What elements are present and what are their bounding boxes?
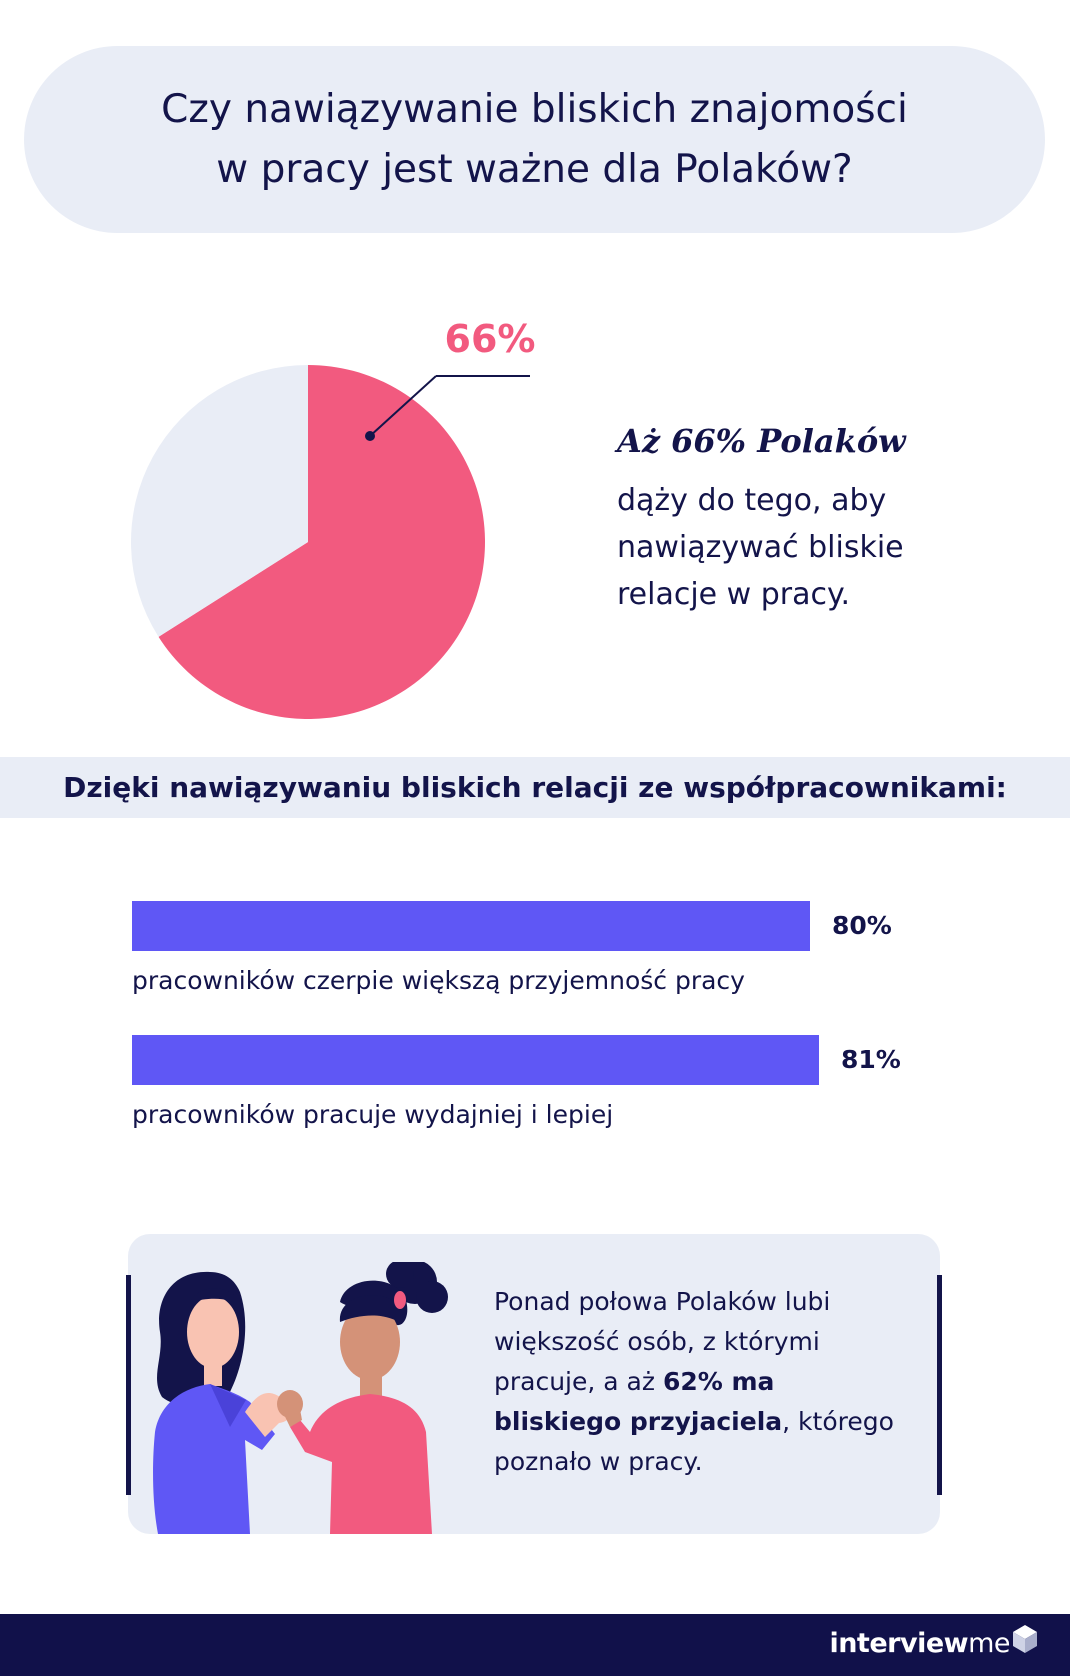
bar-2-label: pracowników pracuje wydajniej i lepiej — [132, 1100, 614, 1129]
card-text-line-3: pracuje, a aż 62% ma — [494, 1362, 894, 1402]
card-text-line-2: większość osób, z którymi — [494, 1327, 820, 1356]
brand-wordmark-light-part: me — [968, 1628, 1010, 1659]
highlight-line-2: nawiązywać bliskie — [617, 530, 904, 565]
woman-right — [277, 1262, 448, 1534]
section-band: Dzięki nawiązywaniu bliskich relacji ze … — [0, 757, 1070, 818]
bar-1 — [132, 901, 810, 951]
card-left-rule — [126, 1275, 131, 1495]
bar-1-value: 80% — [832, 911, 892, 940]
pie-slice-1 — [158, 365, 486, 720]
card-right-rule — [937, 1275, 942, 1495]
title-banner: Czy nawiązywanie bliskich znajomości w p… — [24, 46, 1045, 233]
bar-1-label: pracowników czerpie większą przyjemność … — [132, 966, 745, 995]
highlight-heading: Aż 66% Polaków — [617, 422, 906, 460]
friends-illustration — [153, 1262, 448, 1534]
highlight-line-3: relacje w pracy. — [617, 577, 851, 612]
brand-cube-icon — [1013, 1624, 1037, 1653]
card-text-line-4-post: , którego — [782, 1407, 894, 1436]
woman-left — [153, 1271, 292, 1534]
pie-slice-2 — [131, 365, 308, 637]
card-text-line-1: Ponad połowa Polaków lubi — [494, 1287, 831, 1316]
bar-chart-title: Dzięki nawiązywaniu bliskich relacji ze … — [63, 771, 1007, 804]
bar-2-value: 81% — [841, 1045, 901, 1074]
card-text-line-4-bold: bliskiego przyjaciela — [494, 1407, 783, 1436]
pie-callout-label: 66% — [445, 317, 536, 361]
card-text-line-3-pre: pracuje, a aż — [494, 1367, 663, 1396]
bar-2 — [132, 1035, 819, 1085]
pie-callout-line — [369, 375, 437, 437]
card-text-line-5: poznało w pracy. — [494, 1447, 703, 1476]
brand-wordmark: interviewme — [829, 1628, 1010, 1659]
highlight-description: dąży do tego, aby nawiązywać bliskie rel… — [617, 477, 904, 618]
page-title-line-1: Czy nawiązywanie bliskich znajomości — [161, 86, 908, 132]
card-text-line-4: bliskiego przyjaciela, którego — [494, 1402, 894, 1442]
info-card — [128, 1234, 940, 1534]
card-text: Ponad połowa Polaków lubi większość osób… — [494, 1282, 894, 1482]
brand-wordmark-bold-part: interview — [829, 1628, 969, 1659]
pie-chart: 66% — [131, 317, 536, 720]
card-text-line-3-bold: 62% ma — [662, 1367, 775, 1396]
pie-callout-dot — [365, 431, 375, 441]
page-title-line-2: w pracy jest ważne dla Polaków? — [216, 146, 853, 192]
brand-logo: interviewme — [829, 1624, 1038, 1659]
footer-bar: interviewme — [0, 1614, 1070, 1676]
highlight-line-1: dąży do tego, aby — [617, 483, 887, 518]
